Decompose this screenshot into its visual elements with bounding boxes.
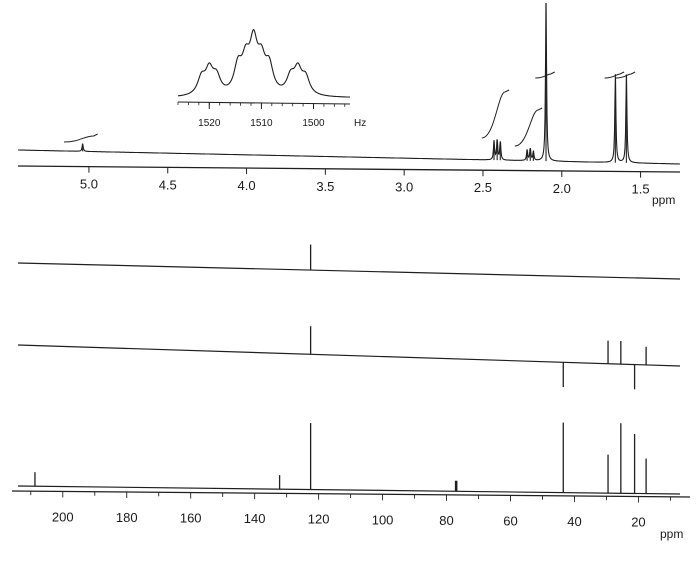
inset-tick-label-1: 1510 [250,118,273,129]
h1-x-axis [17,165,681,173]
h1-integral-4 [604,71,625,79]
h1-integral-2 [514,107,543,147]
c13-baseline [17,485,681,495]
h1-integral-3 [535,71,555,79]
h1-tick-label-2: 4.0 [238,178,256,193]
h1-tick-label-6: 2.0 [553,181,571,196]
inset-trace [177,28,350,98]
c13-tick-label-3: 140 [244,511,266,526]
dept135-spectrum [17,326,681,390]
h1-axis-unit: ppm [652,193,675,207]
inset-x-axis [177,101,351,105]
h1-tick-label-7: 1.5 [632,182,650,197]
h1-tick-label-5: 2.5 [474,180,492,195]
h1-integral-0 [64,133,98,143]
multiplet-inset: 1520 1510 1500 [177,28,351,129]
inset-tick-label-2: 1500 [302,118,325,129]
c13-tick-label-9: 20 [631,515,645,530]
dept90-baseline [17,262,681,280]
dept135-baseline [17,344,681,367]
h1-tick-label-4: 3.0 [395,180,413,195]
carbon-spectrum: 200 180 160 140 120 100 80 60 40 20 [11,422,691,530]
h1-tick-label-1: 4.5 [159,177,177,192]
c13-tick-label-8: 40 [567,514,581,529]
h1-integral-1 [481,89,510,139]
c13-tick-label-2: 160 [180,511,202,526]
c13-tick-label-4: 120 [308,512,330,527]
c13-tick-label-7: 60 [503,513,517,528]
h1-trace [18,3,680,165]
c13-tick-label-5: 100 [372,512,394,527]
c13-tick-label-0: 200 [52,509,74,524]
inset-tick-label-0: 1520 [198,118,221,129]
c13-axis-unit: ppm [660,527,683,541]
proton-spectrum: 5.0 4.5 4.0 3.5 3.0 2.5 2.0 1.5 [17,3,681,197]
h1-tick-label-0: 5.0 [80,177,98,192]
c13-tick-label-1: 180 [116,510,138,525]
c13-tick-label-6: 80 [439,513,453,528]
dept90-spectrum [17,244,681,280]
h1-tick-label-3: 3.5 [316,179,334,194]
h1-integral-5 [615,71,636,79]
inset-axis-unit: Hz [354,118,366,129]
